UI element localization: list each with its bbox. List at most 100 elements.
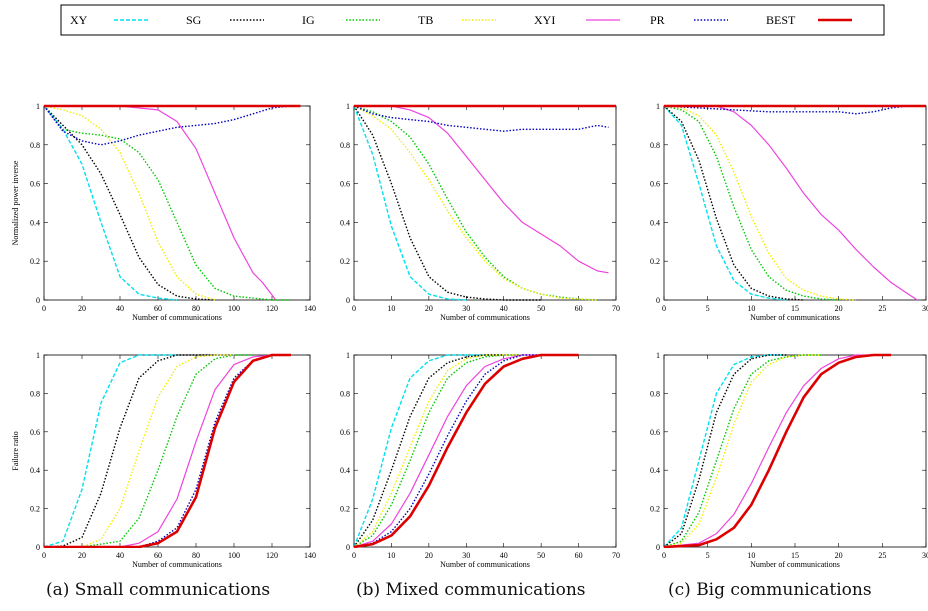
y-tick-label: 0.2 [30, 257, 40, 266]
series-line-xyi [664, 105, 918, 301]
y-tick-label: 0 [346, 543, 350, 552]
y-tick-label: 0.4 [30, 466, 40, 475]
series-line-tb [354, 105, 598, 301]
x-tick-label: 120 [266, 551, 278, 560]
series-line-pr [354, 354, 560, 548]
series-line-ig [44, 105, 291, 301]
x-tick-label: 15 [791, 551, 799, 560]
x-tick-label: 0 [42, 551, 46, 560]
plot-frame [43, 105, 311, 301]
x-tick-label: 30 [462, 304, 470, 313]
x-tick-label: 25 [878, 551, 886, 560]
chart-c-top: 0 5 10 15 20 25 30 0 0.2 0.4 0.6 0.8 1 Number of comm… [650, 102, 928, 322]
y-tick-label: 1 [346, 351, 350, 360]
x-tick-label: 40 [500, 551, 508, 560]
x-tick-label: 5 [706, 551, 710, 560]
x-tick-label: 30 [922, 551, 928, 560]
series-line-sg [44, 105, 216, 301]
x-tick-label: 10 [387, 304, 395, 313]
x-tick-label: 40 [500, 304, 508, 313]
plot-frame [353, 105, 617, 301]
y-tick-label: 0.8 [30, 389, 40, 398]
legend-label-ig: IG [302, 13, 315, 27]
x-tick-label: 140 [304, 304, 316, 313]
x-tick-label: 70 [612, 304, 620, 313]
series-line-ig [664, 105, 839, 301]
series-line-best [44, 353, 291, 548]
x-tick-label: 10 [747, 304, 755, 313]
series-group [354, 104, 616, 301]
legend-label-tb: TB [418, 13, 433, 27]
y-tick-label: 0.2 [340, 257, 350, 266]
series-line-ig [354, 354, 523, 548]
y-tick-label: 0.4 [340, 466, 350, 475]
y-tick-label: 1 [656, 102, 660, 111]
plot-frame [663, 105, 927, 301]
series-line-best [664, 353, 892, 548]
x-tick-label: 20 [425, 551, 433, 560]
x-tick-label: 80 [192, 304, 200, 313]
x-tick-label: 60 [154, 304, 162, 313]
y-tick-label: 0 [656, 296, 660, 305]
y-tick-label: 0.2 [650, 257, 660, 266]
chart-a-top: 0 20 40 60 80 100 120 140 0 0.2 0.4 0.6 0.8 1 Number o… [11, 102, 316, 322]
series-line-best [354, 353, 579, 548]
caption-b: (b) Mixed communications [356, 580, 586, 600]
x-tick-label: 5 [706, 304, 710, 313]
chart-c-bottom: 0 5 10 15 20 25 30 0 0.2 0.4 0.6 0.8 1 Number of comm… [650, 351, 928, 569]
x-tick-label: 20 [78, 304, 86, 313]
x-tick-label: 60 [575, 551, 583, 560]
series-group [44, 104, 301, 301]
x-tick-label: 15 [791, 304, 799, 313]
x-tick-label: 25 [878, 304, 886, 313]
y-tick-label: 1 [346, 102, 350, 111]
y-tick-label: 0.8 [30, 141, 40, 150]
y-tick-label: 1 [656, 351, 660, 360]
series-line-xy [664, 354, 787, 548]
y-tick-label: 0 [36, 296, 40, 305]
x-tick-label: 0 [42, 304, 46, 313]
series-line-xyi [664, 354, 874, 548]
x-axis-label: Number of communications [750, 560, 840, 569]
x-tick-label: 80 [192, 551, 200, 560]
caption-c: (c) Big communications [668, 580, 872, 600]
x-axis-label: Number of communications [750, 313, 840, 322]
y-tick-label: 0.6 [30, 428, 40, 437]
chart-a-bottom: 0 20 40 60 80 100 120 140 0 0.2 0.4 0.6 0.8 1 Number o… [11, 351, 316, 569]
y-axis-label: Failure ratio [11, 431, 20, 470]
y-tick-label: 0.6 [340, 428, 350, 437]
series-group [664, 104, 926, 301]
series-line-xyi [354, 354, 560, 548]
x-tick-label: 40 [116, 304, 124, 313]
y-tick-label: 0.2 [340, 505, 350, 514]
y-tick-label: 1 [36, 102, 40, 111]
chart-b-top: 0 10 20 30 40 50 60 70 0 0.2 0.4 0.6 0.8 1 Number of c… [340, 102, 620, 322]
y-tick-label: 1 [36, 351, 40, 360]
x-axis-label: Number of communications [440, 313, 530, 322]
x-tick-label: 20 [835, 304, 843, 313]
series-line-sg [354, 105, 542, 301]
y-tick-label: 0.4 [30, 218, 40, 227]
series-line-tb [664, 105, 857, 301]
y-tick-label: 0.4 [340, 218, 350, 227]
x-tick-label: 50 [537, 304, 545, 313]
x-tick-label: 10 [387, 551, 395, 560]
x-tick-label: 100 [228, 304, 240, 313]
x-tick-label: 20 [835, 551, 843, 560]
y-tick-label: 0.2 [30, 505, 40, 514]
x-tick-label: 0 [662, 304, 666, 313]
series-line-sg [664, 105, 804, 301]
series-line-sg [44, 354, 215, 548]
series-line-xyi [44, 354, 273, 548]
series-line-ig [354, 105, 598, 301]
chart-b-bottom: 0 10 20 30 40 50 60 70 0 0.2 0.4 0.6 0.8 1 Number of c… [340, 351, 620, 569]
series-line-xy [44, 105, 178, 301]
y-tick-label: 0 [346, 296, 350, 305]
y-tick-label: 0.4 [650, 466, 660, 475]
x-tick-label: 60 [575, 304, 583, 313]
x-tick-label: 30 [462, 551, 470, 560]
series-group [354, 353, 579, 548]
y-tick-label: 0.4 [650, 218, 660, 227]
x-tick-label: 30 [922, 304, 928, 313]
